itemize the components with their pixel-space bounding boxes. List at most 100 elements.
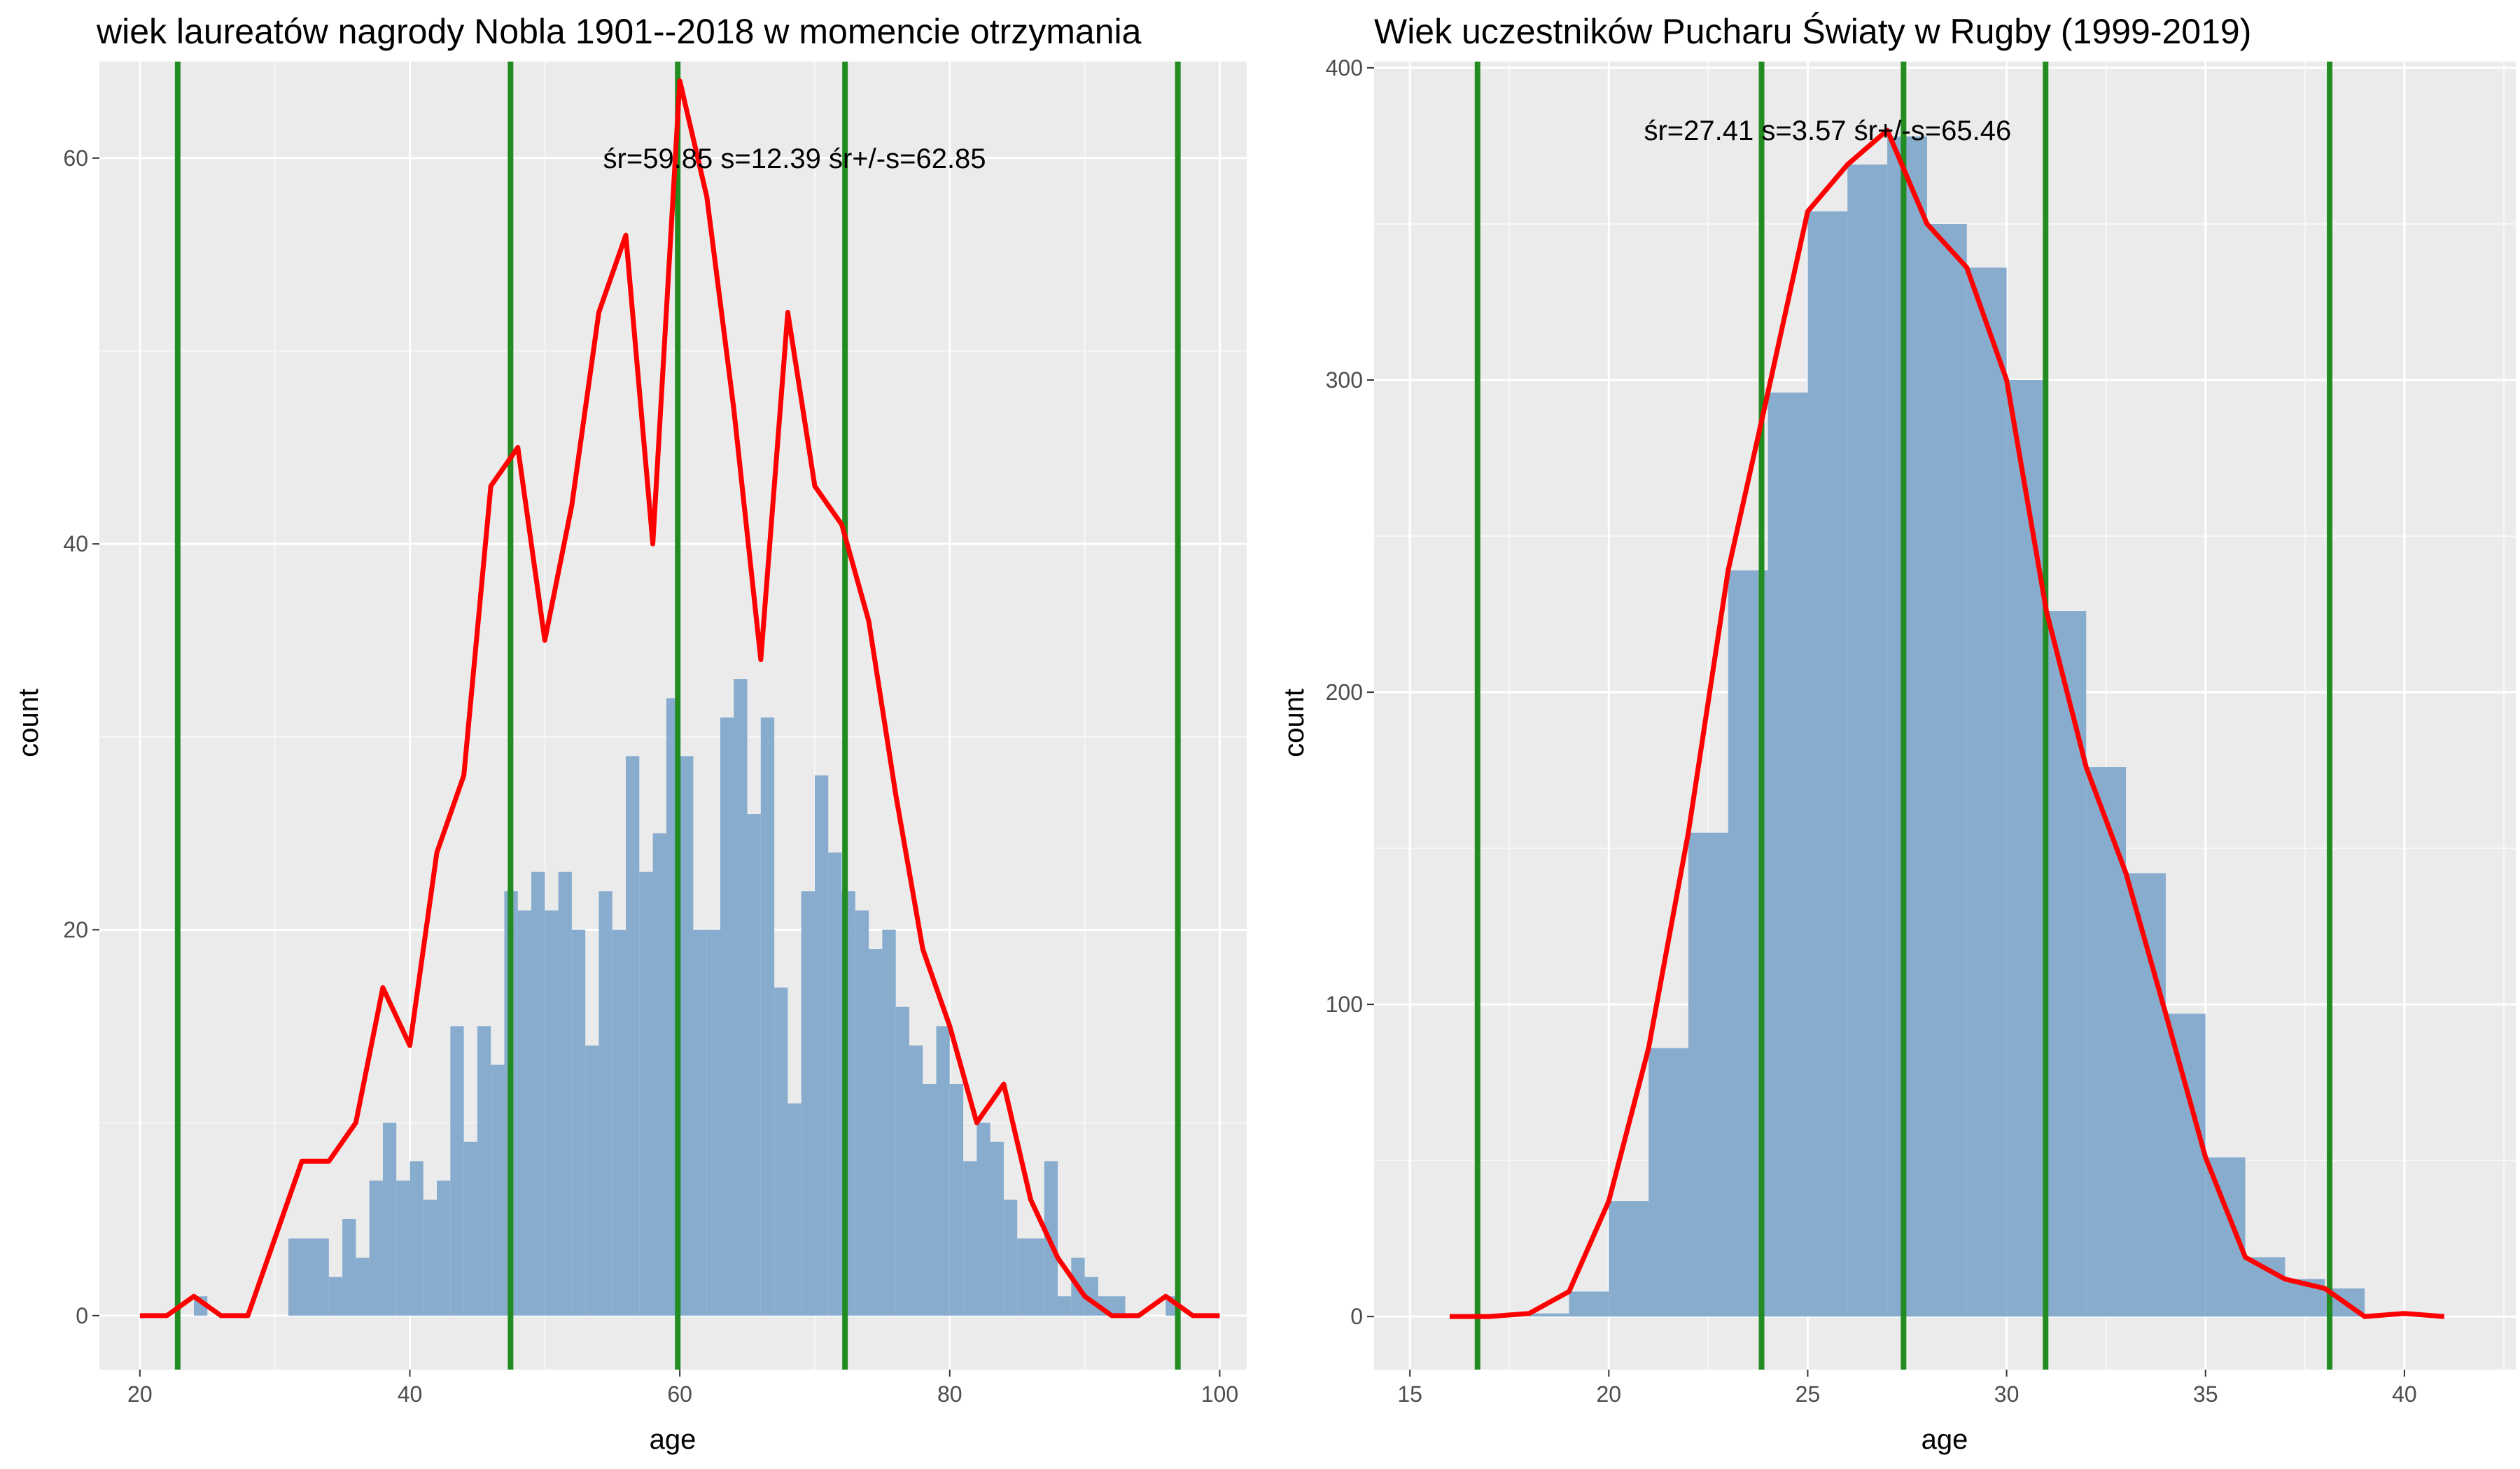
chart-title: wiek laureatów nagrody Nobla 1901--2018 … xyxy=(96,12,1142,51)
x-tick-label: 40 xyxy=(398,1382,423,1407)
histogram-bar xyxy=(828,852,842,1316)
histogram-bar xyxy=(774,987,788,1316)
histogram-bar xyxy=(652,833,666,1316)
y-tick-label: 0 xyxy=(1350,1304,1363,1329)
histogram-bar xyxy=(1966,267,2007,1317)
histogram-bar xyxy=(463,1141,477,1316)
histogram-bar xyxy=(396,1180,410,1316)
chart-panel-rugby: Wiek uczestników Pucharu Światy w Rugby … xyxy=(1279,11,2516,1455)
y-tick-label: 40 xyxy=(63,531,88,556)
histogram-bar xyxy=(410,1161,424,1316)
histogram-bar xyxy=(1926,223,1967,1317)
x-tick-label: 25 xyxy=(1795,1382,1821,1407)
histogram-bar xyxy=(923,1084,937,1316)
histogram-bar xyxy=(869,949,883,1316)
histogram-bar xyxy=(936,1026,950,1316)
histogram-bar xyxy=(747,814,761,1316)
histogram-bar xyxy=(571,929,586,1316)
y-tick-label: 100 xyxy=(1326,992,1363,1017)
y-axis-label: count xyxy=(13,689,44,757)
histogram-bar xyxy=(639,871,653,1316)
histogram-bar xyxy=(788,1103,802,1316)
histogram-bar xyxy=(693,929,707,1316)
histogram-bar xyxy=(2165,1013,2206,1317)
x-tick-label: 15 xyxy=(1397,1382,1422,1407)
histogram-bar xyxy=(450,1026,464,1316)
histogram-bar xyxy=(2046,611,2087,1317)
histogram-bar xyxy=(626,756,640,1316)
histogram-bar xyxy=(328,1277,343,1316)
histogram-bar xyxy=(882,929,896,1316)
histogram-bar xyxy=(545,910,559,1316)
histogram-bar xyxy=(369,1180,383,1316)
histogram-bar xyxy=(2006,379,2047,1317)
histogram-bar xyxy=(760,717,775,1316)
histogram-bar xyxy=(1847,164,1888,1317)
histogram-bar xyxy=(558,871,572,1316)
histogram-bar xyxy=(315,1238,329,1316)
histogram-bar xyxy=(706,929,720,1316)
histogram-bar xyxy=(1112,1296,1126,1316)
frequency-line xyxy=(139,78,1220,1319)
histogram-bar xyxy=(1609,1201,1649,1317)
chart-title: Wiek uczestników Pucharu Światy w Rugby … xyxy=(1374,11,2251,51)
histogram-bar xyxy=(342,1218,356,1316)
histogram-bar xyxy=(963,1161,977,1316)
histogram-bar xyxy=(382,1123,397,1316)
x-tick-label: 40 xyxy=(2392,1382,2417,1407)
histogram-bar xyxy=(949,1084,964,1316)
y-tick-label: 60 xyxy=(63,146,88,171)
histogram-bar xyxy=(855,910,869,1316)
histogram-bar xyxy=(491,1064,505,1316)
histogram-bar xyxy=(680,756,694,1316)
x-tick-label: 80 xyxy=(937,1382,962,1407)
histogram-bar xyxy=(437,1180,451,1316)
x-tick-label: 20 xyxy=(1596,1382,1621,1407)
chart-panel-nobel: wiek laureatów nagrody Nobla 1901--2018 … xyxy=(13,12,1247,1455)
y-tick-label: 20 xyxy=(63,917,88,942)
histogram-bar xyxy=(990,1141,1004,1316)
histogram-bar xyxy=(1017,1238,1031,1316)
stats-annotation: śr=59.85 s=12.39 śr+/-s=62.85 xyxy=(603,143,986,174)
histogram-bar xyxy=(1887,136,1927,1317)
histogram-bar xyxy=(976,1123,990,1316)
histogram-bar xyxy=(895,1006,909,1316)
histogram-bar xyxy=(2086,767,2127,1317)
histogram-bar xyxy=(423,1200,438,1316)
y-tick-label: 0 xyxy=(76,1303,88,1328)
histogram-bar xyxy=(531,871,545,1316)
histogram-bar xyxy=(477,1026,491,1316)
histogram-bar xyxy=(585,1045,599,1316)
histogram-bar xyxy=(612,929,626,1316)
histogram-bar xyxy=(302,1238,316,1316)
histogram-bar xyxy=(814,775,829,1316)
y-tick-label: 300 xyxy=(1326,367,1363,393)
stats-annotation: śr=27.41 s=3.57 śr+/-s=65.46 xyxy=(1644,115,2011,146)
histogram-bar xyxy=(1058,1296,1072,1316)
y-tick-label: 200 xyxy=(1326,680,1363,705)
histogram-bar xyxy=(1768,392,1808,1317)
histogram-bar xyxy=(1003,1200,1018,1316)
y-axis-label: count xyxy=(1279,689,1310,757)
histogram-bar xyxy=(288,1238,302,1316)
histogram-bar xyxy=(356,1258,370,1316)
histogram-bar xyxy=(801,891,815,1316)
histogram-bar xyxy=(598,891,612,1316)
x-tick-label: 60 xyxy=(667,1382,692,1407)
y-tick-label: 400 xyxy=(1326,55,1363,80)
x-tick-label: 35 xyxy=(2193,1382,2218,1407)
x-tick-label: 20 xyxy=(127,1382,153,1407)
histogram-bar xyxy=(1648,1048,1688,1317)
histogram-bar xyxy=(517,910,532,1316)
histogram-bar xyxy=(1807,211,1848,1317)
histogram-bar xyxy=(1529,1313,1569,1317)
histogram-bar xyxy=(1569,1291,1609,1317)
x-axis-label: age xyxy=(650,1424,696,1455)
x-tick-label: 100 xyxy=(1201,1382,1238,1407)
histogram-bar xyxy=(1030,1238,1044,1316)
histogram-bar xyxy=(720,717,734,1316)
frequency-line xyxy=(1449,127,2444,1319)
histogram-bar xyxy=(1688,832,1728,1317)
x-axis-label: age xyxy=(1921,1424,1968,1455)
